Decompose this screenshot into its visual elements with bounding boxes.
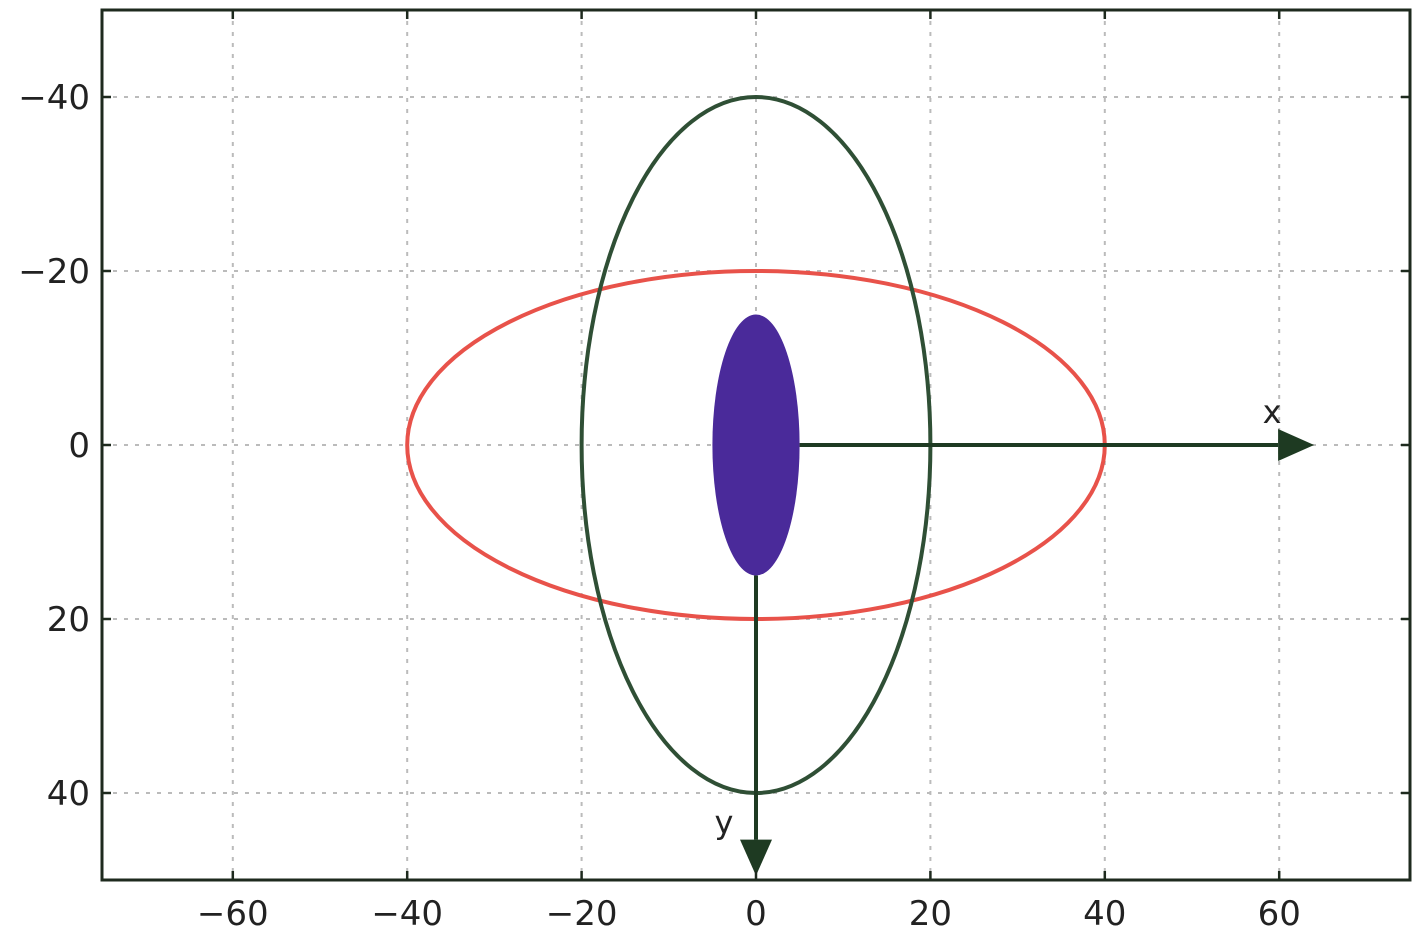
y-axis-label: y — [715, 804, 734, 842]
x-tick-label: 40 — [1083, 894, 1126, 934]
x-tick-label: −60 — [197, 894, 269, 934]
x-tick-label: 60 — [1258, 894, 1301, 934]
y-axis-arrow-head — [740, 839, 772, 876]
arrow-layer: xy — [715, 393, 1315, 876]
y-tick-label: 20 — [47, 600, 90, 640]
y-tick-label: −20 — [18, 252, 90, 292]
x-axis-label: x — [1263, 393, 1282, 431]
y-tick-label: −40 — [18, 78, 90, 118]
x-tick-label: −40 — [371, 894, 443, 934]
tick-layer: −60 −40 −20 0 20 40 60 −40 −20 0 20 40 — [18, 10, 1410, 934]
x-tick-label: 20 — [909, 894, 952, 934]
filled-purple-ellipse — [712, 314, 800, 576]
x-tick-label: 0 — [745, 894, 767, 934]
x-tick-label: −20 — [546, 894, 618, 934]
y-tick-label: 0 — [68, 426, 90, 466]
y-tick-label: 40 — [47, 774, 90, 814]
x-axis-arrow-head — [1278, 429, 1315, 461]
